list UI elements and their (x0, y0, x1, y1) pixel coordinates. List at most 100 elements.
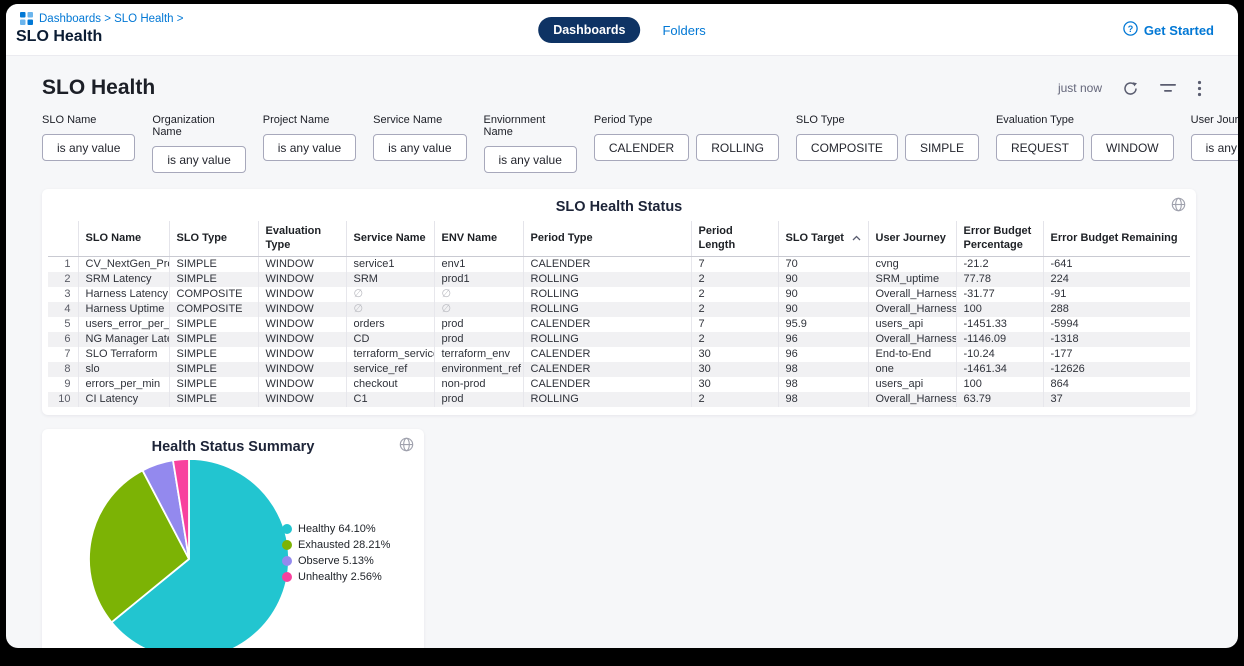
cell-error-budget-percentage[interactable]: 63.79 (955, 391, 1043, 407)
cell-service-name[interactable]: service1 (345, 256, 434, 272)
cell-error-budget-remaining[interactable]: -91 (1042, 286, 1190, 302)
cell-slo-target[interactable]: 96 (777, 331, 868, 347)
cell-error-budget-remaining[interactable]: -12626 (1042, 361, 1190, 377)
cell-slo-type[interactable]: COMPOSITE (168, 301, 258, 317)
cell-evaluation-type[interactable]: WINDOW (257, 376, 346, 392)
legend-item-exhausted[interactable]: Exhausted 28.21% (282, 539, 390, 551)
cell-evaluation-type[interactable]: WINDOW (257, 331, 346, 347)
pie-slice-healthy[interactable] (110, 457, 290, 648)
cell-slo-type[interactable]: SIMPLE (168, 391, 258, 407)
cell-user-journey[interactable]: users_api (867, 316, 956, 332)
cell-env-name[interactable]: ∅ (433, 286, 523, 302)
cell-error-budget-remaining[interactable]: 37 (1042, 391, 1190, 407)
cell-slo-name[interactable]: SRM Latency (77, 271, 169, 287)
cell-evaluation-type[interactable]: WINDOW (257, 286, 346, 302)
cell-error-budget-remaining[interactable]: -641 (1042, 256, 1190, 272)
cell-evaluation-type[interactable]: WINDOW (257, 361, 346, 377)
pie-globe-icon[interactable] (399, 437, 414, 457)
cell-user-journey[interactable]: SRM_uptime (867, 271, 956, 287)
filter-option-calender[interactable]: CALENDER (593, 134, 690, 161)
filter-option-rolling[interactable]: ROLLING (696, 134, 779, 161)
cell-env-name[interactable]: terraform_env (433, 346, 523, 362)
cell-slo-name[interactable]: CV_NextGen_Prod (77, 256, 169, 272)
cell-user-journey[interactable]: Overall_Harness (867, 286, 956, 302)
cell-service-name[interactable]: ∅ (345, 301, 434, 317)
cell-error-budget-percentage[interactable]: -31.77 (955, 286, 1043, 302)
cell-evaluation-type[interactable]: WINDOW (257, 316, 346, 332)
pie-slice-exhausted[interactable] (88, 469, 190, 623)
cell-slo-type[interactable]: SIMPLE (168, 346, 258, 362)
refresh-button[interactable] (1122, 80, 1139, 97)
cell-slo-name[interactable]: errors_per_min (77, 376, 169, 392)
cell-slo-target[interactable]: 95.9 (777, 316, 868, 332)
filter-value-organization-name[interactable]: is any value (152, 146, 246, 173)
cell-error-budget-remaining[interactable]: -1318 (1042, 331, 1190, 347)
cell-slo-target[interactable]: 90 (777, 301, 868, 317)
cell-slo-type[interactable]: COMPOSITE (168, 286, 258, 302)
cell-period-type[interactable]: CALENDER (522, 316, 691, 332)
cell-env-name[interactable]: prod (433, 391, 523, 407)
column-header-service-name[interactable]: Service Name (345, 221, 434, 257)
cell-evaluation-type[interactable]: WINDOW (257, 346, 346, 362)
cell-error-budget-remaining[interactable]: 288 (1042, 301, 1190, 317)
column-header-period-type[interactable]: Period Type (522, 221, 691, 257)
cell-user-journey[interactable]: users_api (867, 376, 956, 392)
tab-dashboards[interactable]: Dashboards (538, 17, 641, 43)
cell-period-length[interactable]: 2 (690, 271, 778, 287)
column-header-slo-name[interactable]: SLO Name (77, 221, 169, 257)
cell-period-type[interactable]: ROLLING (522, 286, 691, 302)
cell-user-journey[interactable]: Overall_Harness (867, 301, 956, 317)
cell-slo-target[interactable]: 90 (777, 286, 868, 302)
cell-env-name[interactable]: prod (433, 331, 523, 347)
cell-period-type[interactable]: ROLLING (522, 331, 691, 347)
breadcrumb-text[interactable]: Dashboards > SLO Health > (39, 12, 184, 25)
cell-service-name[interactable]: ∅ (345, 286, 434, 302)
cell-period-length[interactable]: 2 (690, 301, 778, 317)
column-header-user-journey[interactable]: User Journey (867, 221, 956, 257)
filter-value-project-name[interactable]: is any value (262, 134, 357, 161)
get-started-link[interactable]: ? Get Started (1123, 4, 1214, 56)
cell-env-name[interactable]: prod (433, 316, 523, 332)
cell-slo-name[interactable]: users_error_per_min (77, 316, 169, 332)
cell-slo-type[interactable]: SIMPLE (168, 376, 258, 392)
filter-value-slo-name[interactable]: is any value (42, 134, 136, 161)
cell-user-journey[interactable]: End-to-End (867, 346, 956, 362)
legend-item-unhealthy[interactable]: Unhealthy 2.56% (282, 571, 390, 583)
cell-evaluation-type[interactable]: WINDOW (257, 256, 346, 272)
column-header-evaluation-type[interactable]: Evaluation Type (257, 221, 346, 257)
cell-slo-name[interactable]: CI Latency (77, 391, 169, 407)
cell-slo-target[interactable]: 90 (777, 271, 868, 287)
cell-env-name[interactable]: environment_ref (433, 361, 523, 377)
more-actions-button[interactable] (1197, 80, 1202, 97)
cell-period-type[interactable]: ROLLING (522, 391, 691, 407)
cell-slo-target[interactable]: 96 (777, 346, 868, 362)
cell-error-budget-remaining[interactable]: -177 (1042, 346, 1190, 362)
cell-error-budget-percentage[interactable]: -21.2 (955, 256, 1043, 272)
breadcrumb[interactable]: Dashboards > SLO Health > (20, 12, 183, 25)
filter-value-enviornment-name[interactable]: is any value (483, 146, 577, 173)
cell-error-budget-remaining[interactable]: 224 (1042, 271, 1190, 287)
cell-slo-type[interactable]: SIMPLE (168, 361, 258, 377)
cell-service-name[interactable]: service_ref (345, 361, 434, 377)
get-started-label[interactable]: Get Started (1143, 22, 1214, 38)
column-header-error-budget-percentage[interactable]: Error Budget Percentage (955, 221, 1043, 257)
cell-service-name[interactable]: CD (345, 331, 434, 347)
cell-slo-name[interactable]: Harness Uptime (77, 301, 169, 317)
cell-period-length[interactable]: 7 (690, 256, 778, 272)
cell-error-budget-percentage[interactable]: -10.24 (955, 346, 1043, 362)
cell-slo-type[interactable]: SIMPLE (168, 331, 258, 347)
filter-value-user-journey[interactable]: is any value (1190, 134, 1238, 161)
cell-error-budget-percentage[interactable]: -1451.33 (955, 316, 1043, 332)
cell-slo-type[interactable]: SIMPLE (168, 271, 258, 287)
cell-slo-target[interactable]: 70 (777, 256, 868, 272)
cell-slo-target[interactable]: 98 (777, 376, 868, 392)
cell-period-length[interactable]: 2 (690, 391, 778, 407)
legend-item-healthy[interactable]: Healthy 64.10% (282, 523, 390, 535)
column-header-slo-target[interactable]: SLO Target (777, 221, 868, 257)
cell-service-name[interactable]: orders (345, 316, 434, 332)
cell-evaluation-type[interactable]: WINDOW (257, 391, 346, 407)
cell-error-budget-remaining[interactable]: 864 (1042, 376, 1190, 392)
cell-slo-name[interactable]: slo (77, 361, 169, 377)
cell-error-budget-percentage[interactable]: 77.78 (955, 271, 1043, 287)
cell-period-type[interactable]: CALENDER (522, 346, 691, 362)
